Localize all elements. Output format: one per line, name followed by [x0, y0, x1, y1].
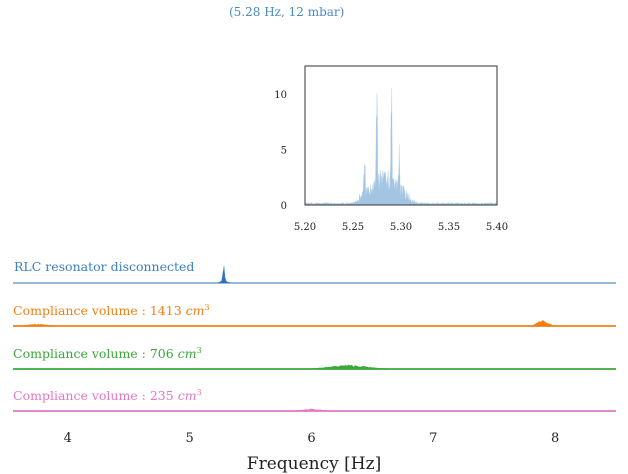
x-tick-label: 7	[429, 431, 437, 446]
x-tick-label: 4	[64, 431, 72, 446]
inset-x-tick-label: 5.25	[342, 222, 364, 233]
x-tick-label: 8	[551, 431, 559, 446]
series-label-706: Compliance volume : 706 cm3	[13, 346, 202, 361]
inset-y-tick-label: 5	[281, 145, 287, 156]
series-label-1413: Compliance volume : 1413 cm3	[13, 303, 210, 318]
inset-x-tick-label: 5.20	[294, 222, 316, 233]
inset-x-tick-label: 5.40	[486, 222, 508, 233]
peak-annotation: (5.28 Hz, 12 mbar)	[229, 5, 344, 19]
inset-x-tick-label: 5.35	[438, 222, 460, 233]
x-tick-label: 5	[185, 431, 193, 446]
inset-background	[305, 66, 497, 205]
inset-spectrum	[304, 88, 498, 206]
main-plot: 4 5 6 7 8	[12, 266, 617, 446]
inset-plot: 5.20 5.25 5.30 5.35 5.40 0 5 10	[274, 65, 508, 233]
inset-y-tick-label: 0	[281, 201, 287, 212]
inset-y-tick-label: 10	[274, 90, 287, 101]
x-axis-label: Frequency [Hz]	[247, 454, 381, 474]
inset-frame	[304, 65, 498, 206]
series-label-rlc: RLC resonator disconnected	[14, 259, 194, 274]
x-tick-label: 6	[307, 431, 315, 446]
inset-x-tick-label: 5.30	[390, 222, 412, 233]
series-label-235: Compliance volume : 235 cm3	[13, 388, 202, 403]
